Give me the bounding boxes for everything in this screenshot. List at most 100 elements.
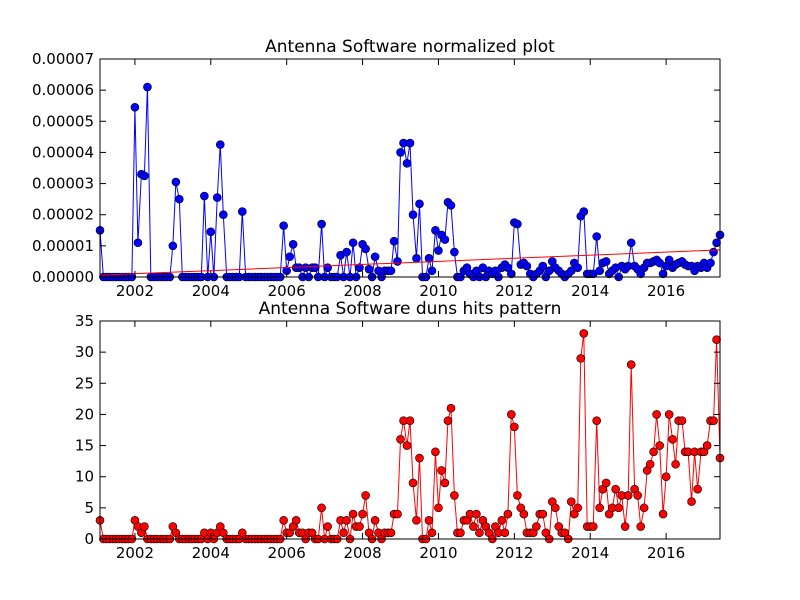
marker — [348, 509, 358, 519]
marker — [513, 491, 522, 500]
marker — [614, 503, 623, 513]
marker — [424, 254, 434, 263]
marker — [291, 516, 301, 525]
marker — [361, 491, 370, 500]
marker — [140, 171, 149, 181]
marker — [279, 516, 288, 525]
marker — [507, 410, 516, 419]
marker — [712, 238, 721, 248]
x-tick-label: 2010 — [419, 544, 457, 562]
marker — [579, 207, 589, 216]
y-tick-label: 35 — [75, 312, 94, 330]
marker — [412, 516, 421, 525]
marker — [566, 497, 576, 506]
marker — [601, 478, 611, 488]
marker — [412, 254, 421, 263]
marker — [450, 247, 459, 257]
marker — [215, 140, 225, 149]
marker — [601, 257, 611, 266]
marker — [355, 522, 364, 531]
marker — [408, 210, 418, 220]
y-tick-label: 5 — [84, 499, 94, 517]
marker — [507, 269, 516, 279]
marker — [431, 225, 440, 235]
y-tick-label: 0.00005 — [32, 112, 94, 130]
marker — [706, 258, 715, 268]
x-tick-label: 2006 — [268, 282, 306, 300]
marker — [396, 435, 405, 444]
y-tick-label: 0.00001 — [32, 237, 94, 255]
marker — [661, 472, 671, 482]
marker — [668, 435, 677, 444]
marker — [588, 522, 598, 531]
marker — [573, 263, 583, 272]
x-tick-label: 2016 — [647, 544, 685, 562]
marker — [573, 503, 583, 513]
marker — [386, 266, 396, 276]
y-tick-label: 0.00000 — [32, 268, 94, 286]
x-tick-label: 2012 — [495, 282, 533, 300]
marker — [393, 257, 402, 266]
marker — [402, 441, 412, 450]
marker — [358, 509, 367, 519]
marker — [405, 416, 415, 425]
marker — [538, 509, 548, 519]
marker — [595, 503, 605, 513]
x-tick-label: 2004 — [192, 282, 230, 300]
marker — [140, 522, 149, 531]
trend-line — [99, 249, 721, 276]
marker — [143, 82, 152, 92]
marker — [626, 238, 636, 248]
marker — [611, 484, 620, 494]
y-tick-label: 0.00007 — [32, 50, 94, 68]
x-tick-label: 2008 — [343, 282, 381, 300]
marker — [285, 252, 295, 262]
marker — [446, 403, 456, 413]
marker — [200, 191, 209, 201]
marker — [472, 509, 481, 519]
x-tick-label: 2002 — [116, 282, 154, 300]
marker — [443, 416, 453, 425]
marker — [456, 528, 465, 538]
y-tick-label: 30 — [75, 343, 94, 361]
marker — [431, 447, 440, 457]
marker — [386, 528, 396, 538]
marker — [288, 240, 298, 249]
marker — [497, 516, 507, 525]
marker — [396, 148, 405, 157]
axes-frame — [99, 58, 721, 278]
marker — [620, 522, 630, 531]
marker — [709, 416, 718, 425]
marker — [538, 261, 548, 271]
marker — [658, 509, 668, 519]
marker — [450, 491, 459, 500]
marker — [427, 266, 437, 276]
marker — [415, 453, 424, 463]
marker — [532, 522, 541, 531]
marker — [469, 522, 478, 531]
x-tick-label: 2010 — [419, 282, 457, 300]
marker — [323, 522, 332, 531]
marker — [408, 478, 418, 488]
marker — [636, 522, 645, 531]
marker — [595, 266, 605, 276]
marker — [522, 261, 532, 271]
marker — [424, 516, 434, 525]
marker — [655, 441, 664, 450]
axes-frame — [99, 320, 721, 540]
marker — [323, 263, 332, 272]
marker — [664, 410, 674, 419]
marker — [440, 478, 450, 488]
marker — [510, 422, 519, 432]
marker — [639, 503, 649, 513]
x-tick-label: 2002 — [116, 544, 154, 562]
marker — [677, 416, 687, 425]
x-tick-label: 2016 — [647, 282, 685, 300]
marker — [212, 193, 222, 202]
marker — [175, 194, 184, 204]
x-tick-label: 2014 — [571, 544, 609, 562]
marker — [551, 503, 560, 513]
marker — [475, 528, 484, 538]
y-tick-label: 0.00002 — [32, 206, 94, 224]
